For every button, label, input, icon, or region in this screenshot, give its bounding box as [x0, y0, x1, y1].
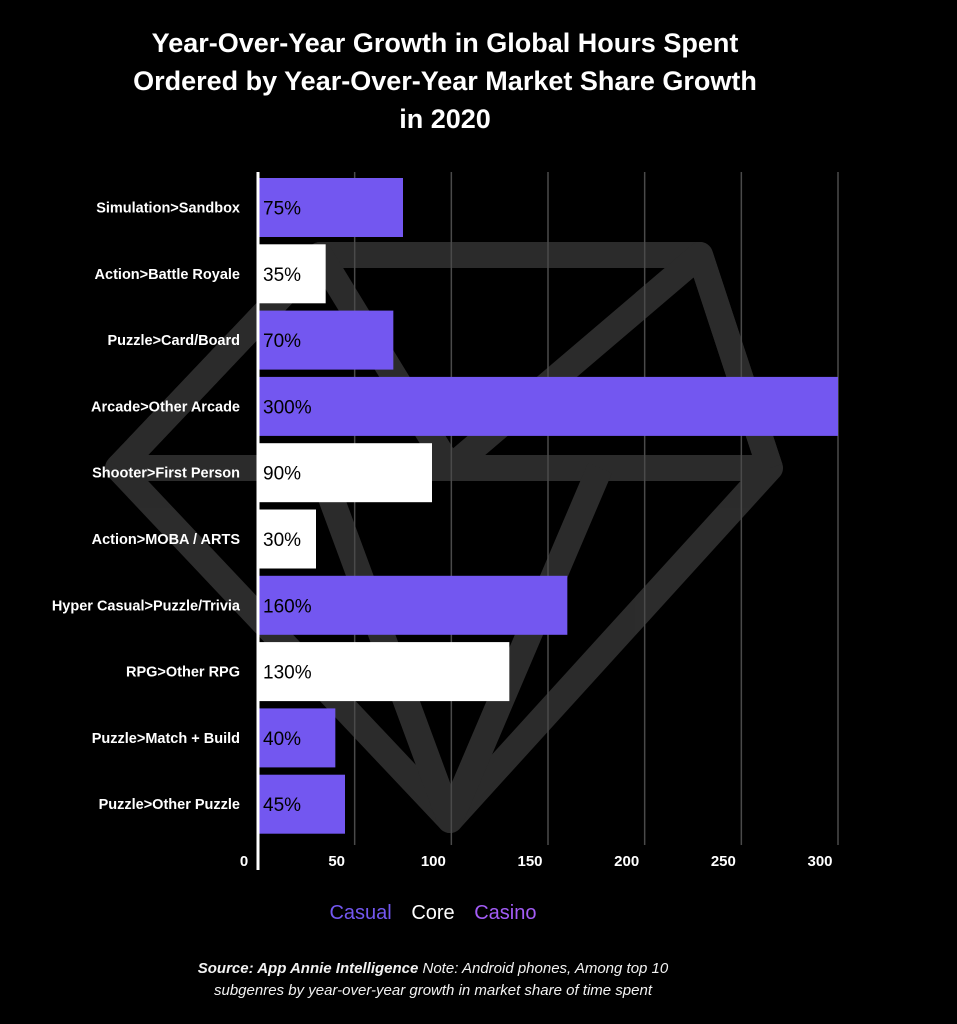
category-label: Shooter>First Person	[92, 466, 240, 482]
x-tick-label: 250	[711, 853, 736, 870]
footnote: Source: App Annie Intelligence Note: And…	[0, 958, 866, 1002]
bar-value-label: 90%	[263, 464, 301, 485]
category-label: Arcade>Other Arcade	[91, 399, 240, 415]
title-line-1: Year-Over-Year Growth in Global Hours Sp…	[151, 28, 739, 58]
bar-value-label: 45%	[263, 795, 301, 816]
category-label: Puzzle>Other Puzzle	[99, 797, 240, 813]
bar	[258, 708, 336, 768]
bar-value-label: 40%	[263, 729, 301, 750]
bar	[258, 443, 432, 503]
bar	[258, 774, 345, 834]
source-text: Source: App Annie Intelligence	[197, 960, 419, 977]
bar-value-label: 30%	[263, 530, 301, 551]
chart-title: Year-Over-Year Growth in Global Hours Sp…	[0, 24, 890, 138]
gridlines	[353, 172, 839, 845]
bar-value-label: 75%	[263, 199, 301, 220]
bars: 75% 35% 70% 300% 90% 30% 160% 130% 40% 45%	[258, 178, 838, 834]
bar-value-label: 130%	[263, 663, 312, 684]
category-label: Simulation>Sandbox	[96, 201, 240, 217]
note-text-line-1: Note: Android phones, Among top 10	[418, 960, 669, 977]
x-tick-label: 150	[517, 853, 542, 870]
category-label: Action>Battle Royale	[95, 267, 240, 283]
bar	[258, 310, 394, 370]
category-labels: Simulation>Sandbox Action>Battle Royale Pu…	[52, 201, 241, 814]
x-tick-label: 0	[240, 853, 248, 870]
title-line-3: in 2020	[399, 104, 491, 134]
category-label: Hyper Casual>Puzzle/Trivia	[52, 598, 241, 614]
category-label: RPG>Other RPG	[126, 665, 240, 681]
bar-value-label: 300%	[263, 397, 312, 418]
x-tick-label: 50	[328, 853, 345, 870]
category-label: Action>MOBA / ARTS	[92, 532, 241, 548]
x-tick-label: 200	[614, 853, 639, 870]
bar	[258, 376, 838, 436]
category-label: Puzzle>Match + Build	[92, 731, 240, 747]
bar	[258, 244, 326, 304]
x-axis-ticks: 0 50 100 150 200 250 300	[240, 853, 833, 870]
x-tick-label: 100	[421, 853, 446, 870]
bar-value-label: 35%	[263, 265, 301, 286]
bar	[258, 575, 568, 635]
legend: Casual Core Casino	[0, 902, 866, 925]
title-line-2: Ordered by Year-Over-Year Market Share G…	[133, 66, 757, 96]
bar	[258, 642, 510, 702]
legend-casual: Casual	[329, 902, 392, 924]
note-text-line-2: subgenres by year-over-year growth in ma…	[214, 982, 652, 999]
bar	[258, 509, 316, 569]
legend-casino: Casino	[474, 902, 537, 924]
x-tick-label: 300	[807, 853, 832, 870]
category-label: Puzzle>Card/Board	[107, 333, 240, 349]
bar	[258, 178, 403, 237]
bar-value-label: 160%	[263, 596, 312, 617]
bar-value-label: 70%	[263, 331, 301, 352]
legend-core: Core	[411, 902, 455, 924]
